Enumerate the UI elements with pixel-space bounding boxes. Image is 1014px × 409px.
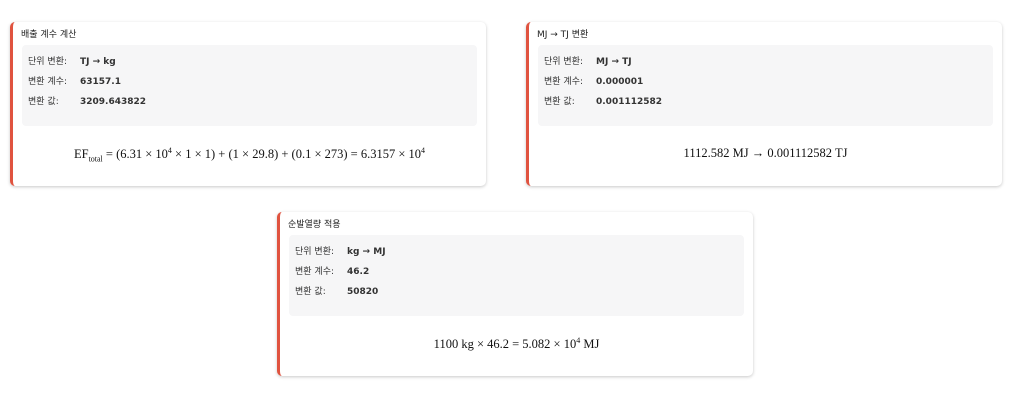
label: 변환 값: — [295, 287, 326, 297]
info-row: 단위 변환: kg → MJ — [295, 244, 386, 257]
formula: 1112.582 MJ → 0.001112582 TJ — [529, 146, 1002, 161]
formula-text: × 1 × 1) + (1 × 29.8) + (0.1 × 273) = 6.… — [171, 147, 422, 162]
card-title: 순발열량 적용 — [288, 220, 341, 230]
info-panel: 단위 변환: TJ → kg 변환 계수: 63157.1 변환 값: 3209.64… — [22, 45, 477, 126]
label: 단위 변환: — [544, 57, 584, 67]
label: 단위 변환: — [295, 247, 335, 257]
value: 0.000001 — [596, 77, 644, 87]
formula-text: = (6.31 × 10 — [102, 147, 168, 162]
value: 63157.1 — [80, 77, 121, 87]
info-row: 변환 계수: 0.000001 — [544, 74, 643, 87]
info-row: 변환 값: 3209.643822 — [28, 94, 146, 107]
formula: 1100 kg × 46.2 = 5.082 × 104 MJ — [280, 336, 753, 352]
card: 배출 계수 계산 단위 변환: TJ → kg 변환 계수: 63157.1 변환 … — [10, 22, 486, 186]
card: 순발열량 적용 단위 변환: kg → MJ 변환 계수: 46.2 변환 값: 50… — [277, 212, 753, 376]
label: 변환 값: — [28, 97, 59, 107]
info-row: 단위 변환: MJ → TJ — [544, 54, 632, 67]
info-row: 변환 값: 50820 — [295, 284, 378, 297]
superscript: 4 — [576, 336, 581, 345]
value: 0.001112582 — [596, 97, 663, 107]
info-row: 변환 계수: 46.2 — [295, 264, 369, 277]
label: 변환 계수: — [295, 267, 335, 277]
value: 50820 — [347, 287, 379, 297]
superscript: 4 — [421, 146, 426, 155]
card-title: 배출 계수 계산 — [21, 30, 77, 40]
formula-text: MJ — [580, 337, 600, 352]
subscript: total — [88, 154, 103, 164]
info-panel: 단위 변환: MJ → TJ 변환 계수: 0.000001 변환 값: 0.0011… — [538, 45, 993, 126]
info-row: 단위 변환: TJ → kg — [28, 54, 116, 67]
label: 변환 계수: — [28, 77, 68, 87]
value: 46.2 — [347, 267, 370, 277]
formula-text: 1112.582 MJ → 0.001112582 TJ — [683, 146, 848, 160]
formula: EFtotal = (6.31 × 104 × 1 × 1) + (1 × 29… — [13, 146, 486, 164]
label: 변환 값: — [544, 97, 575, 107]
value: kg → MJ — [347, 247, 386, 257]
value: TJ → kg — [80, 57, 116, 67]
card: MJ → TJ 변환 단위 변환: MJ → TJ 변환 계수: 0.000001 … — [526, 22, 1002, 186]
value: MJ → TJ — [596, 57, 632, 67]
info-row: 변환 값: 0.001112582 — [544, 94, 662, 107]
label: 변환 계수: — [544, 77, 584, 87]
formula-text: EF — [73, 147, 89, 162]
info-row: 변환 계수: 63157.1 — [28, 74, 121, 87]
info-panel: 단위 변환: kg → MJ 변환 계수: 46.2 변환 값: 50820 — [289, 235, 744, 316]
card-title: MJ → TJ 변환 — [537, 30, 589, 40]
label: 단위 변환: — [28, 57, 68, 67]
value: 3209.643822 — [80, 97, 147, 107]
formula-text: 1100 kg × 46.2 = 5.082 × 10 — [433, 337, 577, 352]
superscript: 4 — [167, 146, 172, 155]
